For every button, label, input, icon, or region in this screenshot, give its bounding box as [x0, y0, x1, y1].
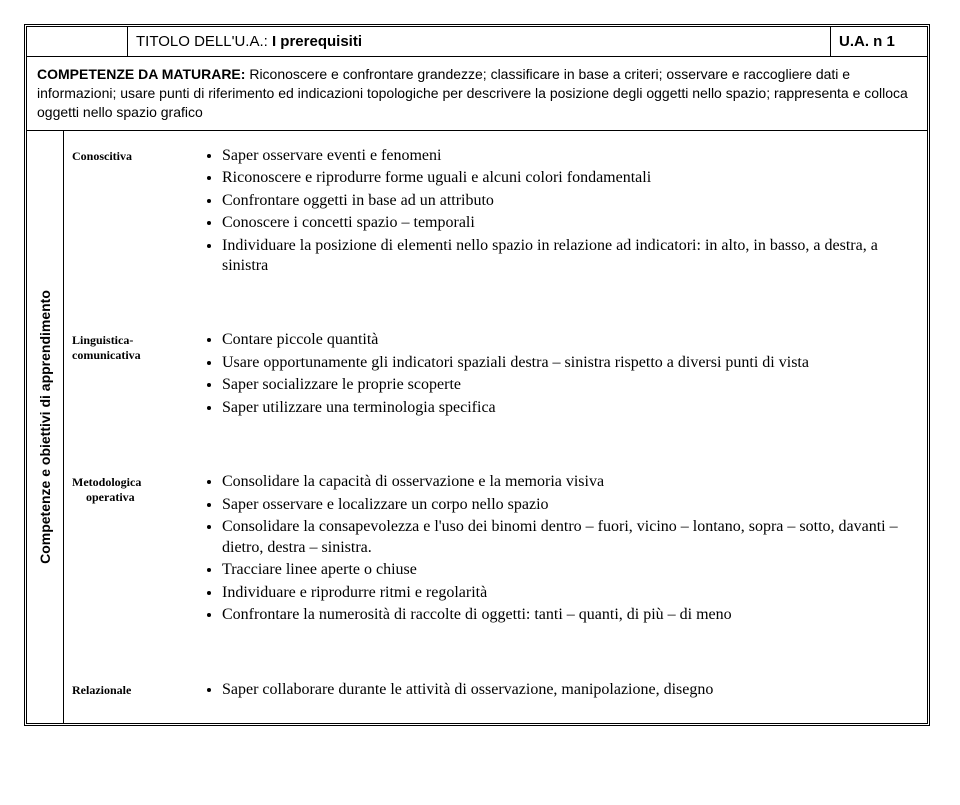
list-item: Tracciare linee aperte o chiuse	[222, 559, 913, 581]
list-item: Confrontare la numerosità di raccolte di…	[222, 604, 913, 626]
item-list: Saper collaborare durante le attività di…	[196, 679, 913, 701]
category-label-line2: operativa	[72, 490, 135, 504]
category-label: Relazionale	[64, 665, 188, 715]
list-item: Confrontare oggetti in base ad un attrib…	[222, 190, 913, 212]
side-label-text: Competenze e obiettivi di apprendimento	[37, 290, 53, 564]
list-item: Consolidare la consapevolezza e l'uso de…	[222, 516, 913, 559]
list-item: Consolidare la capacità di osservazione …	[222, 471, 913, 493]
list-item: Saper osservare e localizzare un corpo n…	[222, 494, 913, 516]
list-item: Saper utilizzare una terminologia specif…	[222, 397, 913, 419]
list-item: Conoscere i concetti spazio – temporali	[222, 212, 913, 234]
list-item: Individuare e riprodurre ritmi e regolar…	[222, 582, 913, 604]
body-row: Competenze e obiettivi di apprendimento …	[27, 131, 927, 723]
section-linguistica: Linguistica- comunicativa Contare piccol…	[64, 315, 927, 433]
header-row: TITOLO DELL'U.A.: I prerequisiti U.A. n …	[27, 27, 927, 57]
list-item: Contare piccole quantità	[222, 329, 913, 351]
competenze-block: COMPETENZE DA MATURARE: Riconoscere e co…	[27, 57, 927, 131]
category-label-line1: Linguistica-	[72, 333, 133, 347]
side-label-cell: Competenze e obiettivi di apprendimento	[27, 131, 64, 723]
list-item: Saper socializzare le proprie scoperte	[222, 374, 913, 396]
list-item: Saper collaborare durante le attività di…	[222, 679, 913, 701]
category-label: Linguistica- comunicativa	[64, 315, 188, 433]
item-list: Consolidare la capacità di osservazione …	[196, 471, 913, 626]
title-bold: I prerequisiti	[272, 33, 362, 50]
list-item: Riconoscere e riprodurre forme uguali e …	[222, 167, 913, 189]
category-content: Consolidare la capacità di osservazione …	[188, 457, 927, 640]
category-label-line1: Metodologica	[72, 475, 141, 489]
document-frame: TITOLO DELL'U.A.: I prerequisiti U.A. n …	[24, 24, 930, 726]
item-list: Saper osservare eventi e fenomeni Ricono…	[196, 145, 913, 278]
header-spacer	[27, 27, 128, 56]
title-prefix: TITOLO DELL'U.A.:	[136, 33, 272, 50]
section-conoscitiva: Conoscitiva Saper osservare eventi e fen…	[64, 131, 927, 292]
competenze-label: COMPETENZE DA MATURARE:	[37, 66, 245, 82]
list-item: Individuare la posizione di elementi nel…	[222, 235, 913, 278]
category-content: Saper osservare eventi e fenomeni Ricono…	[188, 131, 927, 292]
list-item: Saper osservare eventi e fenomeni	[222, 145, 913, 167]
unit-title: TITOLO DELL'U.A.: I prerequisiti	[128, 27, 830, 56]
category-label: Metodologica operativa	[64, 457, 188, 640]
section-relazionale: Relazionale Saper collaborare durante le…	[64, 665, 927, 715]
category-content: Saper collaborare durante le attività di…	[188, 665, 927, 715]
sections-container: Conoscitiva Saper osservare eventi e fen…	[64, 131, 927, 723]
category-content: Contare piccole quantità Usare opportuna…	[188, 315, 927, 433]
category-label: Conoscitiva	[64, 131, 188, 292]
unit-number: U.A. n 1	[830, 27, 927, 56]
section-metodologica: Metodologica operativa Consolidare la ca…	[64, 457, 927, 640]
list-item: Usare opportunamente gli indicatori spaz…	[222, 352, 913, 374]
category-label-line2: comunicativa	[72, 348, 141, 362]
item-list: Contare piccole quantità Usare opportuna…	[196, 329, 913, 419]
